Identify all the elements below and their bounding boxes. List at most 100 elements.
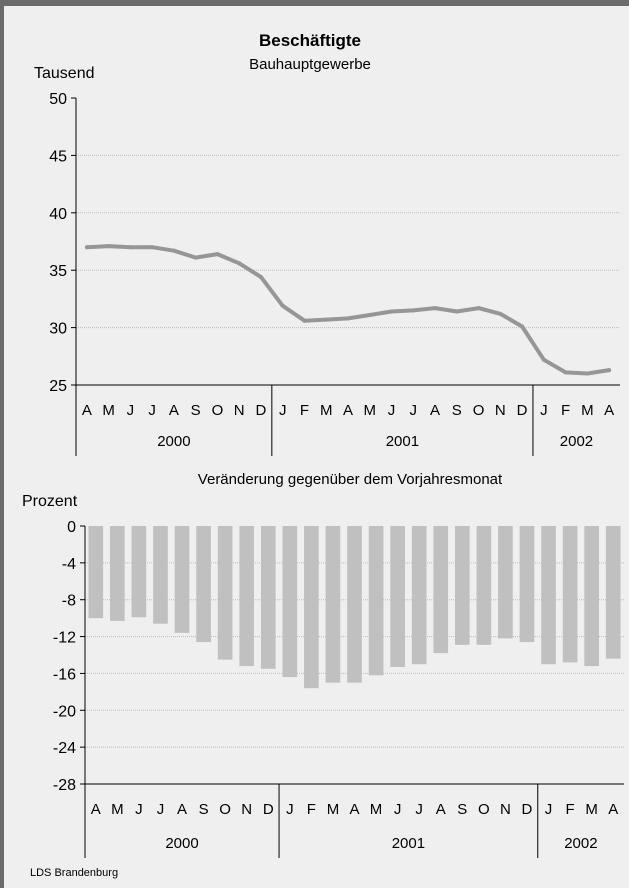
line-point [237,261,242,266]
bar [605,526,621,659]
bar-chart-ylabel: Prozent [22,493,78,510]
y-tick-label: 40 [49,206,67,223]
line-chart-grid [76,154,620,329]
x-tick-label: J [127,402,135,419]
line-point [324,317,329,322]
x-tick-label: O [212,402,224,419]
line-chart-year-labels: 2000 2001 2002 [157,385,593,456]
line-point [106,244,111,249]
chart-panel: Beschäftigte Bauhauptgewerbe Tausend 50 4… [4,6,629,888]
y-tick-label: -12 [53,630,76,647]
bar [454,526,470,645]
line-point [150,245,155,250]
x-tick-label: S [191,402,201,419]
bar [131,526,147,618]
year-label: 2001 [386,433,419,450]
x-tick-label: J [545,801,553,818]
year-label: 2002 [564,835,597,852]
x-tick-label: D [263,801,274,818]
line-chart-y-ticks: 50 45 40 35 30 25 [49,91,76,395]
bar [196,526,211,643]
bar [304,526,319,689]
bar [174,526,190,633]
x-tick-label: J [394,801,402,818]
y-tick-label: -16 [53,666,76,683]
x-tick-label: F [300,402,309,419]
y-tick-label: -20 [53,703,76,720]
x-tick-label: N [234,402,245,419]
line-point [454,309,459,314]
x-tick-label: N [495,402,506,419]
employment-line [84,244,612,376]
x-tick-label: J [157,801,165,818]
y-tick-label: 0 [67,519,76,536]
x-tick-label: M [585,801,598,818]
line-chart-series [84,244,612,376]
y-tick-label: 45 [49,148,67,165]
bar [368,526,384,676]
x-tick-label: A [169,402,179,419]
x-tick-label: J [279,402,287,419]
x-tick-label: O [478,801,490,818]
x-tick-label: A [177,801,187,818]
line-point [389,309,394,314]
year-label: 2000 [157,433,190,450]
x-tick-label: M [111,801,124,818]
x-tick-label: M [370,801,383,818]
line-point [84,245,89,250]
chart-canvas: Beschäftigte Bauhauptgewerbe Tausend 50 4… [22,31,624,879]
y-tick-label: -28 [53,777,76,794]
x-tick-label: A [604,402,614,419]
line-point [476,306,481,311]
bar [411,526,427,665]
x-tick-label: F [561,402,570,419]
bar [562,526,578,663]
x-tick-label: J [415,801,423,818]
x-tick-label: A [349,801,359,818]
line-point [193,255,198,260]
x-tick-label: J [286,801,294,818]
x-tick-label: J [135,801,143,818]
line-point [607,368,612,373]
line-point [171,248,176,253]
x-tick-label: A [91,801,101,818]
line-point [541,357,546,362]
x-tick-label: A [608,801,618,818]
line-point [585,371,590,376]
y-tick-label: -4 [62,556,76,573]
line-point [258,275,263,280]
bar [217,526,233,660]
x-tick-label: J [540,402,548,419]
bar [541,526,556,665]
y-tick-label: 30 [49,321,67,338]
x-tick-label: A [82,402,92,419]
bar [325,526,341,683]
x-tick-label: N [500,801,511,818]
line-point [280,303,285,308]
bar [282,526,298,678]
x-tick-label: D [517,402,528,419]
x-tick-label: D [522,801,533,818]
bar-chart-series [88,526,621,689]
x-tick-label: S [199,801,209,818]
year-label: 2002 [560,433,593,450]
bar [153,526,168,624]
line-point [433,306,438,311]
line-chart-title: Beschäftigte [259,31,361,50]
bar [584,526,599,667]
line-chart-axes [75,98,620,456]
line-point [128,245,133,250]
line-chart-subtitle: Bauhauptgewerbe [249,56,371,73]
x-tick-label: O [219,801,231,818]
x-tick-label: S [457,801,467,818]
x-tick-label: A [436,801,446,818]
x-tick-label: J [410,402,418,419]
bar [88,526,104,619]
x-tick-label: O [473,402,485,419]
x-tick-label: J [388,402,396,419]
y-tick-label: -24 [53,740,76,757]
line-point [411,308,416,313]
x-tick-label: A [430,402,440,419]
